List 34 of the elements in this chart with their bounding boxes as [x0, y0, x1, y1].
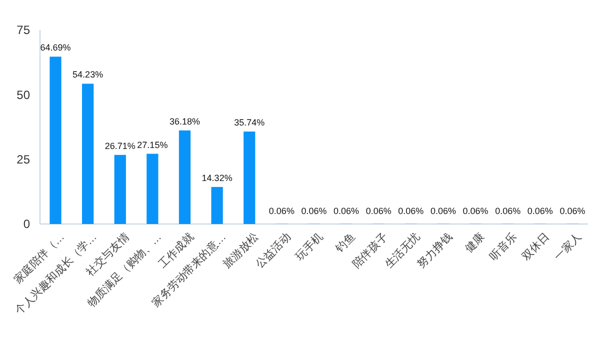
bar	[114, 154, 126, 224]
data-label: 0.06%	[430, 206, 456, 216]
bar	[50, 56, 62, 224]
y-tick-label: 75	[16, 23, 30, 38]
data-label: 27.15%	[137, 140, 168, 150]
data-label: 0.06%	[398, 206, 424, 216]
data-label: 0.06%	[301, 206, 327, 216]
bar	[146, 154, 158, 224]
data-label: 0.06%	[560, 206, 586, 216]
x-tick-label: 听音乐	[486, 230, 520, 263]
data-label: 26.71%	[104, 140, 136, 151]
bar	[211, 186, 223, 224]
x-tick-label: 一家人	[552, 230, 584, 263]
data-label: 35.74%	[234, 118, 265, 128]
data-label: 0.06%	[527, 206, 553, 216]
data-label: 64.69%	[40, 42, 71, 53]
y-tick-label: 0	[23, 217, 30, 232]
data-label: 0.06%	[268, 206, 294, 216]
data-label: 0.06%	[462, 206, 488, 216]
x-tick-label: 健康	[462, 230, 488, 256]
data-label: 14.32%	[202, 172, 232, 183]
data-label: 0.06%	[366, 206, 392, 216]
data-label: 0.06%	[495, 206, 521, 216]
data-label: 54.23%	[72, 70, 104, 80]
bar	[82, 84, 94, 224]
y-tick-label: 50	[16, 88, 30, 102]
x-tick-label: 钓鱼	[333, 231, 358, 256]
data-label: 0.06%	[334, 206, 360, 216]
y-tick-label: 25	[16, 152, 30, 167]
bar	[178, 130, 191, 224]
data-label: 36.18%	[169, 116, 200, 126]
bar	[244, 132, 256, 224]
x-tick-label: 双休日	[520, 231, 552, 263]
x-tick-label: 玩手机	[293, 230, 326, 263]
